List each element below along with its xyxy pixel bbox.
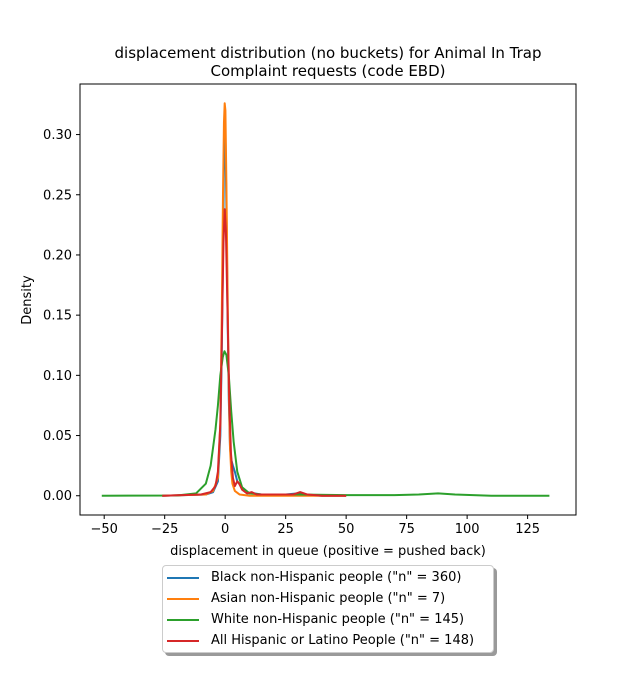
x-tick-label: −25 <box>151 522 178 537</box>
legend-label-hispanic: All Hispanic or Latino People ("n" = 148… <box>211 633 475 648</box>
legend-item-black: Black non-Hispanic people ("n" = 360) <box>167 568 493 588</box>
y-tick-label: 0.25 <box>43 188 72 203</box>
legend-item-white: White non-Hispanic people ("n" = 145) <box>167 610 493 630</box>
x-tick-label: 100 <box>455 522 480 537</box>
y-axis-label: Density <box>20 275 35 325</box>
legend-swatch-black <box>167 577 199 579</box>
legend-item-hispanic: All Hispanic or Latino People ("n" = 148… <box>167 631 493 651</box>
legend-label-white: White non-Hispanic people ("n" = 145) <box>211 612 465 627</box>
y-tick-label: 0.05 <box>43 429 72 444</box>
legend-swatch-asian <box>167 598 199 600</box>
chart-title-line-1: displacement distribution (no buckets) f… <box>115 44 542 62</box>
legend-label-black: Black non-Hispanic people ("n" = 360) <box>211 570 462 585</box>
x-axis: −50 −25 0 25 50 75 100 125 <box>90 515 540 537</box>
series-line-hispanic <box>162 208 347 497</box>
chart-title-line-2: Complaint requests (code EBD) <box>210 62 445 80</box>
x-tick-label: 125 <box>515 522 540 537</box>
series-line-asian <box>162 102 347 497</box>
y-axis: 0.00 0.05 0.10 0.15 0.20 0.25 0.30 <box>43 128 80 504</box>
y-tick-label: 0.30 <box>43 128 72 143</box>
x-tick-label: 75 <box>398 522 415 537</box>
legend-swatch-white <box>167 619 199 621</box>
legend-label-asian: Asian non-Hispanic people ("n" = 7) <box>211 591 446 606</box>
x-tick-label: 50 <box>338 522 355 537</box>
x-tick-label: 0 <box>221 522 229 537</box>
series-layer <box>101 102 550 497</box>
y-tick-label: 0.15 <box>43 309 72 324</box>
legend-swatch-hispanic <box>167 640 199 642</box>
x-tick-label: −50 <box>90 522 117 537</box>
legend-item-asian: Asian non-Hispanic people ("n" = 7) <box>167 589 493 609</box>
y-tick-label: 0.20 <box>43 248 72 263</box>
series-line-white <box>101 350 550 497</box>
plot-frame <box>79 83 577 516</box>
x-axis-label: displacement in queue (positive = pushed… <box>170 544 486 559</box>
series-line-black <box>162 115 347 497</box>
y-tick-label: 0.00 <box>43 489 72 504</box>
x-tick-label: 25 <box>277 522 294 537</box>
legend: Black non-Hispanic people ("n" = 360) As… <box>162 565 494 653</box>
y-tick-label: 0.10 <box>43 369 72 384</box>
